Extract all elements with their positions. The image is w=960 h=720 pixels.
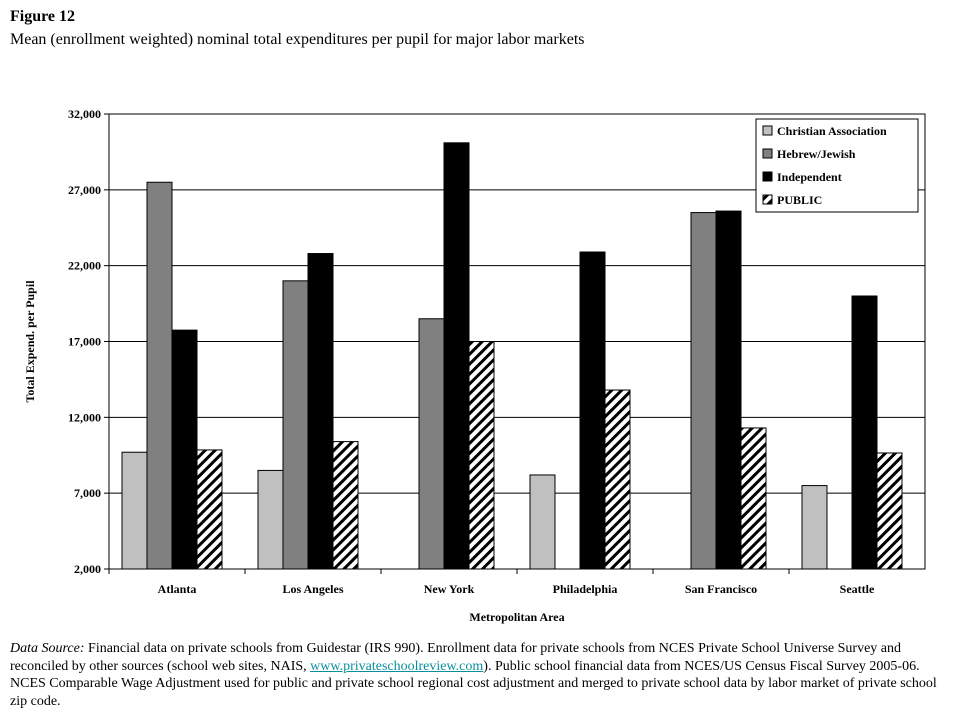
bar-christian-association: [121, 451, 148, 570]
source-text: Financial data on private schools from G…: [10, 641, 902, 674]
x-tick-label: Atlanta: [158, 582, 197, 596]
bar-hebrew-jewish: [690, 212, 717, 570]
bar-independent: [715, 210, 742, 570]
legend-label: Independent: [777, 170, 842, 184]
bar-public: [332, 441, 359, 570]
legend-swatch: [762, 125, 773, 136]
bar-independent: [851, 295, 878, 570]
bar-independent: [171, 329, 198, 570]
bar-public: [604, 389, 631, 570]
legend-label: Christian Association: [777, 124, 887, 138]
y-tick-label: 7,000: [74, 486, 101, 500]
bar-hebrew-jewish: [282, 280, 309, 570]
legend-label: Hebrew/Jewish: [777, 147, 856, 161]
x-tick-label: Seattle: [840, 582, 875, 596]
bar-christian-association: [257, 469, 284, 570]
source-link[interactable]: www.privateschoolreview.com: [310, 658, 484, 674]
legend-swatch: [762, 194, 773, 205]
figure-label: Figure 12: [10, 8, 76, 25]
bar-independent: [579, 251, 606, 570]
bar-independent: [307, 253, 334, 570]
legend-swatch: [762, 171, 773, 182]
bar-independent: [443, 142, 470, 570]
bar-christian-association: [529, 474, 556, 570]
figure-title: Mean (enrollment weighted) nominal total…: [10, 31, 585, 48]
x-tick-label: New York: [424, 582, 475, 596]
y-tick-label: 27,000: [68, 183, 101, 197]
bar-christian-association: [801, 485, 828, 570]
source-text-2: ). Public school financial data from NCE…: [10, 658, 937, 709]
y-tick-label: 17,000: [68, 335, 101, 349]
data-source-note: Data Source: Financial data on private s…: [10, 640, 950, 710]
bar-public: [876, 452, 903, 570]
source-label: Data Source:: [10, 641, 85, 656]
bar-public: [196, 449, 223, 570]
bar-public: [468, 341, 495, 570]
bar-hebrew-jewish: [418, 318, 445, 570]
legend-swatch: [762, 148, 773, 159]
y-tick-label: 32,000: [68, 107, 101, 121]
y-tick-label: 22,000: [68, 259, 101, 273]
x-axis-label: Metropolitan Area: [469, 610, 564, 624]
x-tick-label: Philadelphia: [553, 582, 618, 596]
y-tick-label: 12,000: [68, 410, 101, 424]
y-axis-label: Total Expend. per Pupil: [23, 280, 37, 403]
bar-hebrew-jewish: [146, 181, 173, 570]
x-tick-label: Los Angeles: [282, 582, 343, 596]
legend-box: [755, 118, 919, 213]
bar-public: [740, 427, 767, 570]
legend-label: PUBLIC: [777, 193, 822, 207]
x-tick-label: San Francisco: [685, 582, 757, 596]
y-tick-label: 2,000: [74, 562, 101, 576]
